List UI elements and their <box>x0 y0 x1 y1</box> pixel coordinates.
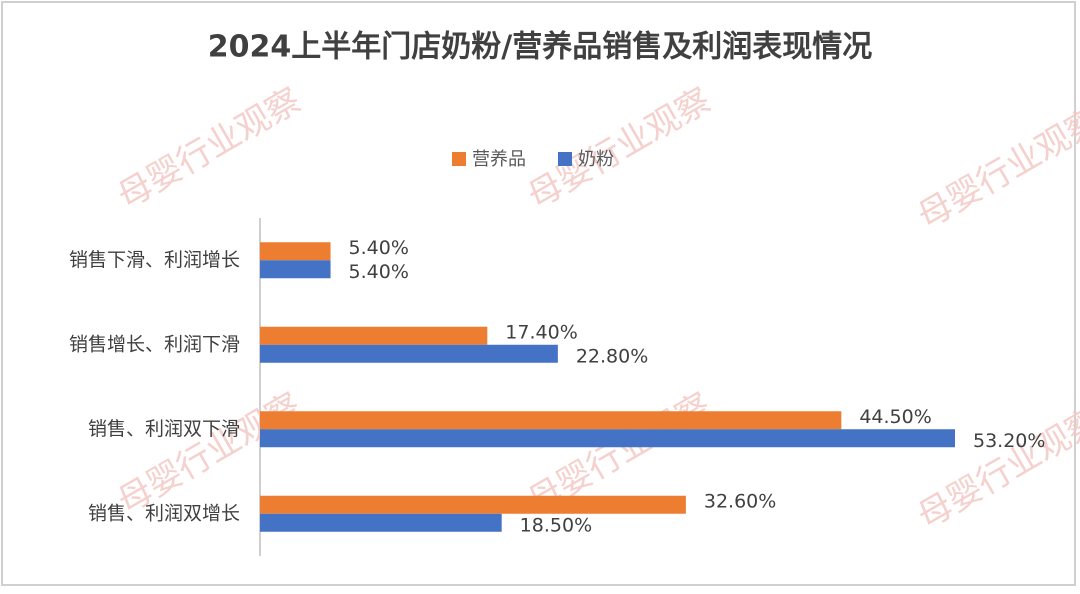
legend-label: 营养品 <box>472 149 526 170</box>
category-label: 销售增长、利润下滑 <box>69 333 240 355</box>
bar <box>260 242 331 261</box>
bar <box>260 411 842 430</box>
value-label: 32.60% <box>704 490 776 512</box>
value-label: 17.40% <box>505 321 577 343</box>
legend-swatch <box>452 152 466 166</box>
value-label: 53.20% <box>973 430 1045 452</box>
value-label: 5.40% <box>349 237 409 259</box>
legend-label: 奶粉 <box>578 149 614 170</box>
bar <box>260 513 502 532</box>
category-label: 销售下滑、利润增长 <box>69 249 240 271</box>
value-label: 22.80% <box>576 345 648 367</box>
value-label: 5.40% <box>349 261 409 283</box>
chart-title: 2024上半年门店奶粉/营养品销售及利润表现情况 <box>208 30 872 65</box>
category-label: 销售、利润双增长 <box>88 502 240 524</box>
bar <box>260 260 331 279</box>
bar <box>260 429 955 448</box>
value-label: 44.50% <box>859 406 931 428</box>
value-label: 18.50% <box>520 514 592 536</box>
category-label: 销售、利润双下滑 <box>88 418 240 440</box>
bar <box>260 344 558 363</box>
legend-swatch <box>558 152 572 166</box>
bar <box>260 495 686 514</box>
bar <box>260 326 488 345</box>
